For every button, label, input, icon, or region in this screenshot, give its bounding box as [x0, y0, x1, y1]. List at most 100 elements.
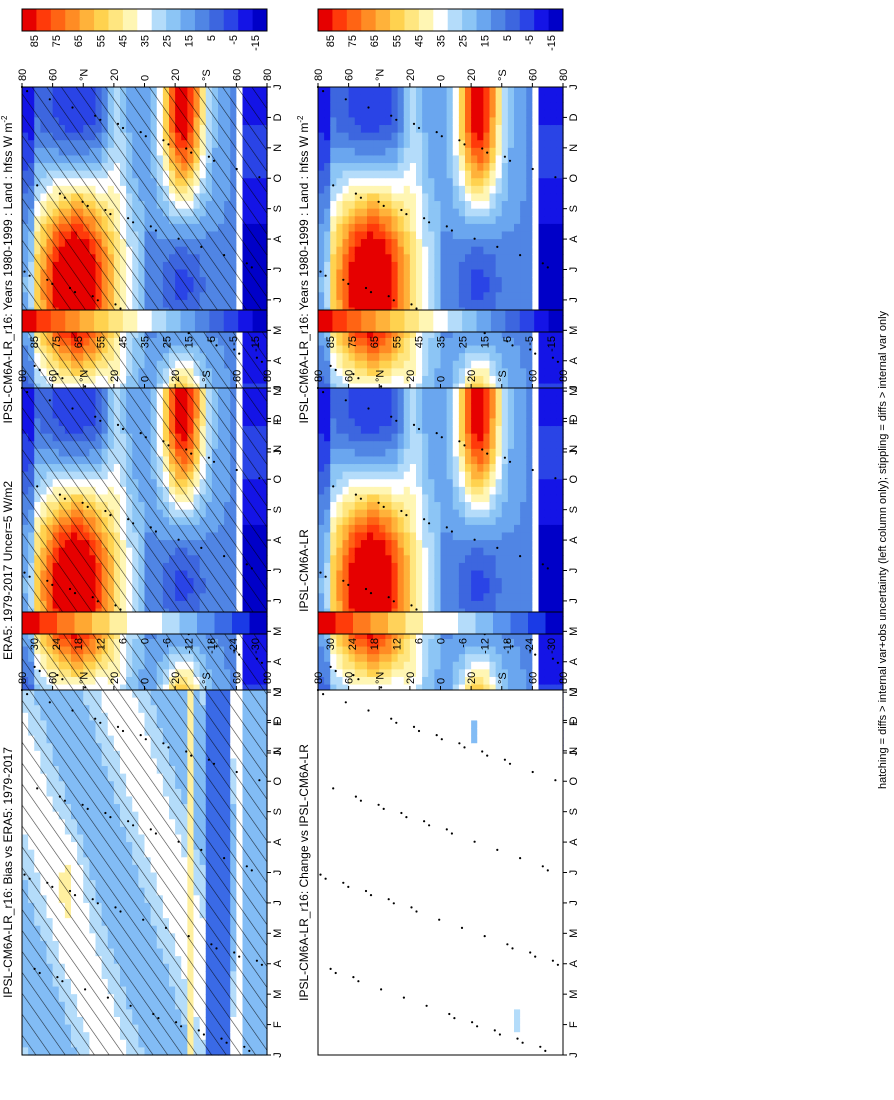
heatmap-cell [416, 170, 423, 179]
heatmap-cell [348, 178, 356, 187]
heatmap-cell [465, 353, 472, 362]
heatmap-cell [526, 109, 533, 119]
heatmap-cell [422, 178, 429, 187]
heatmap-cell [501, 292, 509, 301]
stipple-dot [486, 151, 489, 154]
heatmap-cell [324, 193, 331, 202]
heatmap-cell [373, 360, 380, 369]
heatmap-cell [483, 368, 491, 377]
heatmap-cell [397, 208, 405, 217]
heatmap-cell [520, 337, 527, 347]
heatmap-cell [526, 201, 533, 210]
colorbar-swatch [476, 9, 492, 31]
heatmap-cell [520, 102, 527, 111]
heatmap-cell [526, 185, 533, 195]
heatmap-cell [538, 109, 546, 119]
heatmap-cell [416, 239, 423, 248]
heatmap-cell [489, 277, 497, 286]
heatmap-cell [550, 140, 558, 149]
heatmap-cell [495, 193, 503, 202]
stipple-dot [48, 98, 51, 101]
heatmap-cell [342, 185, 350, 195]
heatmap-cell [397, 345, 405, 354]
heatmap-cell [428, 109, 435, 119]
heatmap-cell [495, 353, 503, 362]
heatmap-cell [452, 140, 460, 149]
heatmap-cell [538, 125, 546, 134]
heatmap-cell [477, 87, 484, 96]
heatmap-cell [446, 277, 454, 286]
colorbar-label: -15 [250, 35, 262, 51]
heatmap-cell [520, 353, 527, 362]
heatmap-cell [324, 254, 331, 263]
stipple-dot [342, 278, 345, 281]
heatmap-cell [532, 375, 540, 385]
heatmap-cell [373, 299, 380, 309]
heatmap-cell [483, 87, 491, 96]
heatmap-cell [354, 345, 362, 354]
stipple-dot [415, 307, 418, 310]
heatmap-cell [458, 147, 466, 157]
heatmap-cell [391, 185, 399, 195]
heatmap-cell [409, 299, 417, 309]
colorbar-swatch [519, 9, 535, 31]
x-tick-label: D [568, 113, 580, 121]
stipple-dot [215, 344, 218, 347]
heatmap-cell [318, 337, 325, 347]
heatmap-cell [422, 163, 429, 172]
heatmap-cell [385, 132, 393, 141]
heatmap-cell [397, 140, 405, 149]
y-tick-label: °N [78, 69, 90, 81]
heatmap-cell [434, 201, 442, 210]
heatmap-cell [348, 94, 356, 103]
heatmap-cell [471, 277, 478, 286]
heatmap-cell [409, 284, 417, 293]
heatmap-cell [520, 216, 527, 225]
heatmap-cell [373, 231, 380, 240]
stipple-dot [344, 98, 347, 101]
stipple-dot [235, 167, 238, 171]
heatmap-cell [391, 216, 399, 225]
heatmap-cell [354, 368, 362, 377]
heatmap-cell [318, 201, 325, 210]
heatmap-cell [336, 193, 344, 202]
stipple-dot [324, 274, 327, 277]
heatmap-cell [556, 330, 564, 339]
heatmap-cell [495, 109, 503, 119]
heatmap-cell [330, 284, 337, 293]
heatmap-cell [483, 155, 491, 164]
heatmap-cell [483, 125, 491, 134]
heatmap-cell [360, 360, 368, 369]
heatmap-cell [385, 193, 393, 202]
heatmap-cell [409, 125, 417, 134]
heatmap-cell [391, 299, 399, 309]
heatmap-cell [428, 353, 435, 362]
heatmap-cell [318, 140, 325, 149]
heatmap-cell [465, 94, 472, 103]
stipple-dot [412, 122, 416, 125]
heatmap-cell [465, 178, 472, 187]
stipple-dot [352, 373, 355, 376]
heatmap-cell [452, 261, 460, 271]
heatmap-cell [385, 360, 393, 369]
heatmap-cell [379, 292, 386, 301]
heatmap-cell [544, 231, 552, 240]
heatmap-cell [538, 147, 546, 157]
heatmap-cell [532, 178, 540, 187]
stipple-dot [245, 262, 248, 265]
y-tick-label: 0 [140, 75, 152, 81]
heatmap-cell [446, 102, 454, 111]
heatmap-cell [403, 284, 411, 293]
heatmap-cell [354, 269, 362, 278]
heatmap-cell [507, 231, 515, 240]
heatmap-cell [544, 345, 552, 354]
heatmap-cell [385, 185, 393, 195]
heatmap-cell [446, 239, 454, 248]
heatmap-cell [556, 109, 564, 119]
heatmap-cell [501, 261, 509, 271]
heatmap-cell [538, 185, 546, 195]
heatmap-cell [324, 239, 331, 248]
heatmap-cell [526, 246, 533, 255]
heatmap-cell [544, 155, 552, 164]
heatmap-cell [342, 239, 350, 248]
